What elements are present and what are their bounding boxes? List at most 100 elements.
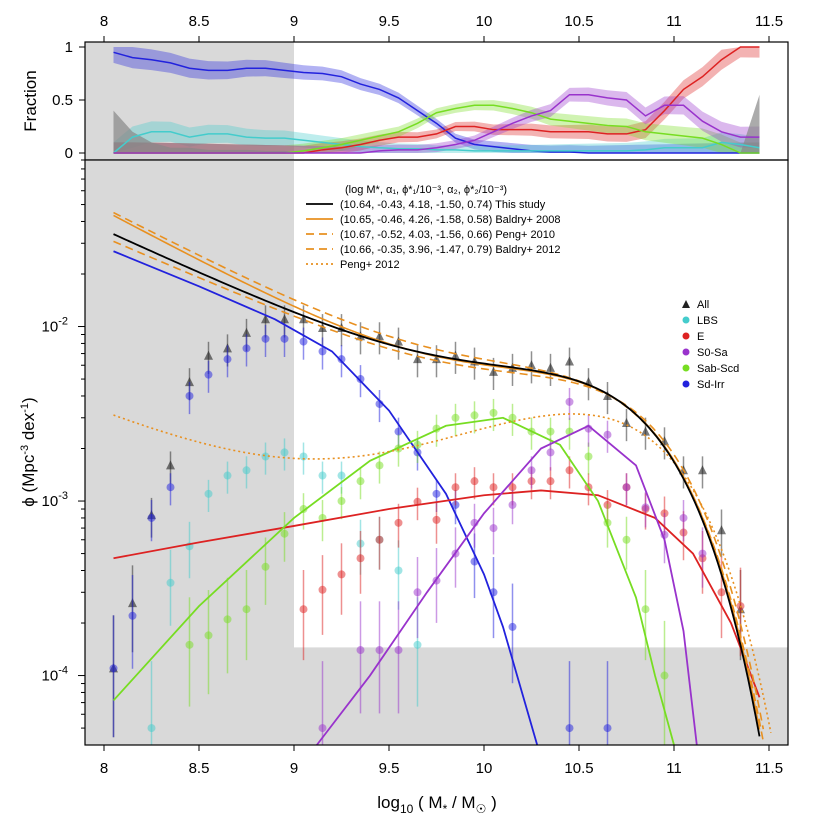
point-sab-scd [584,452,593,461]
fit-s0-sa [316,424,698,746]
legend-type-label: E [697,331,704,343]
point-sd-irr [109,664,118,673]
point-s0-sa [565,397,574,406]
legend-type-swatch [682,300,690,308]
point-sab-scd [204,631,213,640]
fraction-ylabel: Fraction [21,70,40,131]
point-sd-irr [299,337,308,346]
x-axis-label-sub10: 10 [400,802,414,816]
point-sab-scd [337,497,346,506]
legend-fit-label: (10.64, -0.43, 4.18, -1.50, 0.74) This s… [340,199,546,211]
y-axis-label-main: ϕ (Mpc [19,454,38,507]
fit-sd-irr [113,250,539,746]
point-all [641,426,650,436]
fit-sab-scd [112,416,675,746]
point-lbs [223,471,232,480]
point-all [717,525,726,535]
point-lbs [261,452,270,461]
y-axis-label-end: ) [19,397,38,403]
x-tick-label: 11 [666,760,682,777]
mass-function-panel: 8 8.5 9 9.5 10 10.5 11 11.5 10-410-310-2 ϕ (Mpc… [19,159,789,816]
legend-type-label: All [697,299,709,311]
fraction-y-tick-label: 1 [65,39,73,56]
point-s0-sa [318,724,327,733]
fit-e [113,489,761,698]
point-sab-scd [489,408,498,417]
point-all [622,418,631,428]
legend-fit-label: Peng+ 2012 [340,259,400,271]
point-all [166,460,175,470]
point-all [261,314,270,324]
fit-curves [112,211,772,746]
point-lbs [299,452,308,461]
point-sab-scd [280,529,289,538]
point-s0-sa [508,500,517,509]
point-lbs [318,471,327,480]
point-s0-sa [375,646,384,655]
point-lbs [394,566,403,575]
point-all [451,350,460,360]
point-sab-scd [223,615,232,624]
point-e [470,477,479,486]
point-sd-irr [166,483,175,492]
y-tick-label: 10-2 [42,316,68,336]
point-sab-scd [261,562,270,571]
top-tick-label: 11.5 [755,13,783,30]
point-all [565,356,574,366]
fit-baldry-2012 [113,240,765,730]
legend-type-swatch [682,364,690,372]
point-sab-scd [660,671,669,680]
point-sab-scd [356,477,365,486]
top-tick-label: 8 [100,13,108,30]
point-lbs [147,724,156,733]
legend-type-label: Sab-Scd [697,363,739,375]
point-sd-irr [128,611,137,620]
fraction-line-lbs [113,131,760,154]
x-axis-label: log10 ( M* / M☉ ) [377,793,497,816]
x-axis-label-open: ( M [413,793,442,812]
fraction-band-s0-sa [113,87,760,153]
point-sab-scd [242,605,251,614]
y-axis-label: ϕ (Mpc-3 dex-1) [19,397,38,506]
y-tick-base: 10 [42,493,59,510]
point-e [337,570,346,579]
x-axis-label-mid: / M [447,793,475,812]
point-sab-scd [375,461,384,470]
legend-fit-label: (10.66, -0.35, 3.96, -1.47, 0.79) Baldry… [340,244,560,256]
legend-types: All LBS E S0-Sa Sab-Scd Sd-Irr [682,299,739,391]
point-sd-irr [318,347,327,356]
point-s0-sa [679,513,688,522]
fraction-band-e [113,47,760,153]
x-axis-label-close: ) [486,793,496,812]
point-e [356,554,365,563]
point-lbs [280,448,289,457]
point-sd-irr [204,370,213,379]
point-s0-sa [489,524,498,533]
y-ticks: 10-410-310-2 [42,159,85,729]
point-lbs [166,578,175,587]
legend-type-swatch [682,316,690,324]
fraction-line-sd-irr [113,51,760,154]
point-sd-irr [432,489,441,498]
legend-type-swatch [682,332,690,340]
y-tick-label: 10-3 [42,490,68,510]
y-tick-base: 10 [42,668,59,685]
point-sd-irr [337,355,346,364]
point-s0-sa [527,466,536,475]
point-lbs [242,466,251,475]
fraction-line-s0-sa [113,93,760,154]
fraction-panel: 8 8.5 9 9.5 10 10.5 11 11.5 00.51 Fraction [21,13,789,162]
point-sd-irr [223,355,232,364]
fit-peng-2012 [113,413,772,733]
point-s0-sa [603,430,612,439]
point-s0-sa [394,646,403,655]
legend-fit-label: (10.65, -0.46, 4.26, -1.58, 0.58) Baldry… [340,214,560,226]
point-lbs [413,640,422,649]
legend-fits: (log M*, α₁, ϕ*₁/10⁻³, α₂, ϕ*₂/10⁻³) (10… [306,184,560,271]
point-sab-scd [451,413,460,422]
point-sd-irr [242,344,251,353]
x-tick-label: 8 [100,760,108,777]
legend-type-swatch [682,380,690,388]
top-tick-label: 9.5 [379,13,400,30]
